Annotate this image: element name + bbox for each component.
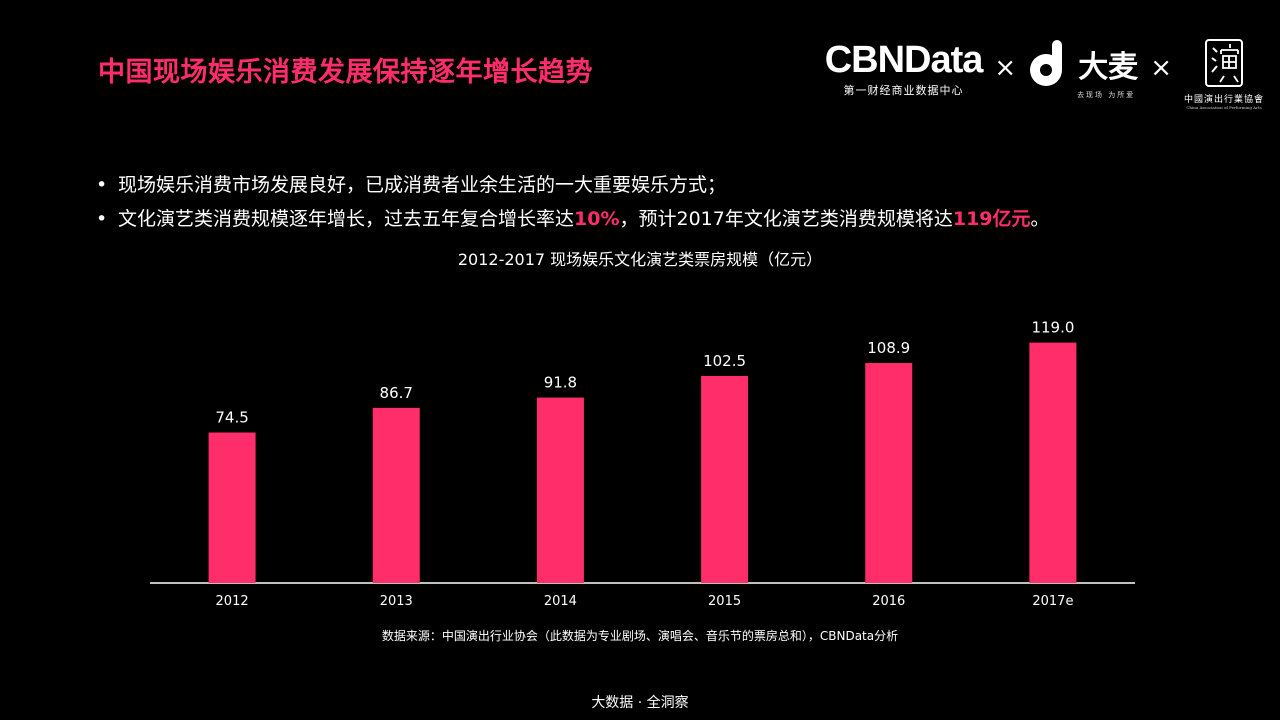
bar-2016 [865,363,913,583]
times-icon: × [994,53,1017,83]
x-tick-label-2012: 2012 [216,594,249,609]
bullet-text: ，预计2017年文化演艺类消费规模将达 [619,208,953,230]
bullet-list: • 现场娱乐消费市场发展良好，已成消费者业余生活的一大重要娱乐方式； • 文化演艺类… [96,168,1050,236]
data-source-note: 数据来源：中国演出行业协会（此数据为专业剧场、演唱会、音乐节的票房总和），CBN… [381,629,899,643]
capa-logo: 中國演出行業協會 China Association of Performing… [1184,38,1264,110]
capa-seal-icon [1204,39,1243,87]
capa-english-name: China Association of Performing Arts [1186,105,1262,110]
data-label-2012: 74.5 [215,409,248,427]
x-tick-label-2015: 2015 [708,594,741,609]
data-label-2014: 91.8 [544,374,577,392]
bullet-text: 。 [1030,208,1050,230]
bullet-dot: • [96,174,108,196]
bar-2014 [536,397,584,583]
bullet-dot: • [96,208,108,230]
x-tick-label-2016: 2016 [872,594,905,609]
bullet-text: 现场娱乐消费市场发展良好，已成消费者业余生活的一大重要娱乐方式； [118,174,727,196]
times-icon: × [1150,53,1172,83]
forecast-value-highlight: 119亿元 [952,208,1031,230]
bar-2012 [208,432,256,583]
damai-wordmark: 大麦 [1078,50,1139,85]
footer-slogan: 大数据 · 全洞察 [591,695,689,711]
cbndata-logo: CBNData 第一财经商业数据中心 [824,39,984,98]
bar-2013 [372,407,420,583]
bar-2017e [1029,342,1077,583]
damai-d-icon [1030,40,1063,86]
data-label-2015: 102.5 [703,352,746,370]
bullet-item: • 现场娱乐消费市场发展良好，已成消费者业余生活的一大重要娱乐方式； [96,168,1050,202]
data-label-2013: 86.7 [380,384,413,402]
partner-logos: CBNData 第一财经商业数据中心 × 大麦 去现场 为所爱 × 中國演出行業… [824,38,1264,110]
growth-rate-highlight: 10% [574,208,620,230]
cbndata-subtitle: 第一财经商业数据中心 [843,84,964,97]
bar-2015 [701,375,749,583]
chart-title: 2012-2017 现场娱乐文化演艺类票房规模（亿元） [457,250,823,269]
data-label-2016: 108.9 [867,339,910,357]
x-tick-label-2014: 2014 [544,594,577,609]
bullet-text: 文化演艺类消费规模逐年增长，过去五年复合增长率达 [118,208,575,230]
damai-slogan: 去现场 为所爱 [1077,91,1136,99]
bullet-item: • 文化演艺类消费规模逐年增长，过去五年复合增长率达10%，预计2017年文化演艺… [96,202,1050,236]
x-tick-label-2013: 2013 [380,594,413,609]
page-title: 中国现场娱乐消费发展保持逐年增长趋势 [98,57,593,88]
capa-name: 中國演出行業協會 [1183,95,1264,105]
cbndata-wordmark: CBNData [824,39,984,81]
x-tick-label-2017e: 2017e [1032,594,1073,609]
data-label-2017e: 119.0 [1031,319,1074,337]
damai-logo: 大麦 去现场 为所爱 [1026,38,1138,100]
